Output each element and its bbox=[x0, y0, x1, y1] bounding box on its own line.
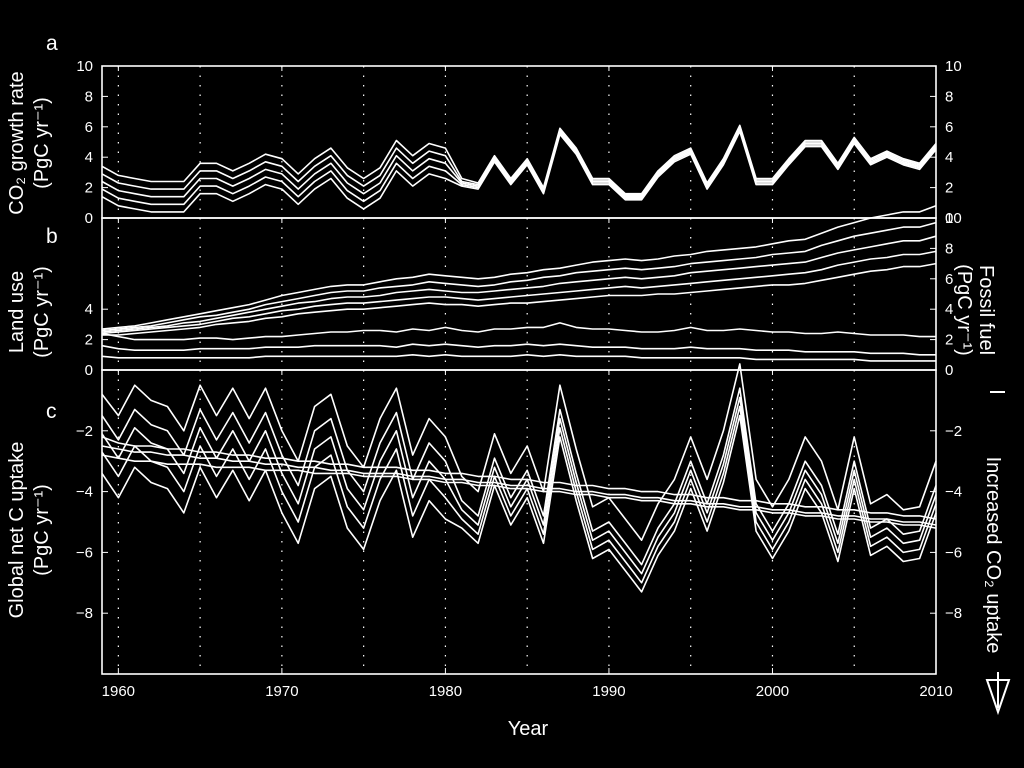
series-line-b-8 bbox=[101, 353, 936, 362]
series-line-a-3 bbox=[101, 127, 937, 198]
panel-a-letter: a bbox=[46, 32, 58, 55]
y-tick-label-10: 10 bbox=[945, 58, 962, 75]
panel-a-ylabel-line1: CO₂ growth rate bbox=[6, 71, 28, 214]
panel-c-ylabel-line1: Global net C uptake bbox=[6, 442, 28, 619]
y-tick-label-4: 4 bbox=[85, 301, 93, 318]
series-line-c-5 bbox=[101, 414, 937, 593]
series-line-c-3 bbox=[101, 396, 937, 575]
y-tick-label-0: 0 bbox=[945, 210, 953, 227]
series-line-b-7 bbox=[101, 343, 936, 356]
y-tick-label-8: 8 bbox=[85, 88, 93, 105]
series-line-c-7 bbox=[101, 445, 937, 526]
y-tick-label-−2: −2 bbox=[945, 423, 962, 440]
series-line-a-5 bbox=[101, 130, 937, 213]
series-line-b-6 bbox=[101, 322, 936, 341]
panel-frame-c bbox=[101, 369, 937, 675]
y-tick-label-−6: −6 bbox=[76, 544, 93, 561]
y-tick-label-10: 10 bbox=[76, 58, 93, 75]
y-tick-label-8: 8 bbox=[945, 88, 953, 105]
y-tick-label-2: 2 bbox=[945, 180, 953, 197]
y-tick-label-4: 4 bbox=[945, 301, 953, 318]
series-line-b-1 bbox=[101, 205, 937, 330]
y-tick-label-6: 6 bbox=[85, 119, 93, 136]
panel-frame-b bbox=[101, 217, 937, 371]
x-axis-title: Year bbox=[508, 718, 549, 740]
series-lines bbox=[101, 124, 937, 593]
y-tick-label-4: 4 bbox=[945, 149, 953, 166]
y-tick-label-−2: −2 bbox=[76, 423, 93, 440]
series-line-b-2 bbox=[101, 221, 937, 332]
series-line-c-6 bbox=[101, 436, 937, 520]
x-tick-label-2000: 2000 bbox=[756, 683, 789, 700]
y-tick-label-2: 2 bbox=[945, 332, 953, 349]
panel-b-right-ylabel-line1: Fossil fuel bbox=[975, 265, 997, 355]
y-tick-label-−4: −4 bbox=[76, 484, 93, 501]
panel-frames bbox=[101, 65, 937, 675]
series-line-b-5 bbox=[102, 262, 937, 336]
series-line-a-2 bbox=[101, 126, 937, 196]
panel-c-right-ylabel: Increased CO₂ uptake bbox=[982, 457, 1004, 654]
down-arrow-icon bbox=[985, 672, 1011, 716]
y-tick-label-6: 6 bbox=[945, 271, 953, 288]
series-line-c-8 bbox=[101, 454, 937, 529]
y-tick-label-−8: −8 bbox=[76, 605, 93, 622]
y-tick-label-−4: −4 bbox=[945, 484, 962, 501]
x-tick-label-2010: 2010 bbox=[919, 683, 952, 700]
y-tick-label-2: 2 bbox=[85, 180, 93, 197]
series-line-a-4 bbox=[101, 129, 937, 206]
tick-labels: 1960 1970 1980 1990 2000 20100246810024681002… bbox=[76, 58, 962, 700]
x-tick-label-1960: 1960 bbox=[102, 683, 135, 700]
series-line-c-4 bbox=[101, 405, 937, 584]
panel-b-letter: b bbox=[46, 225, 58, 248]
y-tick-label-0: 0 bbox=[85, 210, 93, 227]
y-tick-label-0: 0 bbox=[85, 362, 93, 379]
panel-b-right-ylabel-line2: (PgC yr⁻¹) bbox=[953, 264, 975, 356]
series-line-c-2 bbox=[101, 387, 937, 566]
series-line-c-1 bbox=[101, 363, 937, 542]
panel-a-ylabel-line2: (PgC yr⁻¹) bbox=[31, 97, 53, 189]
series-line-b-4 bbox=[101, 250, 937, 335]
y-tick-label-0: 0 bbox=[945, 362, 953, 379]
panel-c-ylabel-line2: (PgC yr⁻¹) bbox=[31, 484, 53, 576]
x-tick-label-1980: 1980 bbox=[429, 683, 462, 700]
series-line-b-3 bbox=[101, 235, 937, 333]
y-tick-label-6: 6 bbox=[945, 119, 953, 136]
y-tick-label-10: 10 bbox=[945, 210, 962, 227]
panel-b-ylabel-line2: (PgC yr⁻¹) bbox=[31, 266, 53, 358]
y-tick-label-−8: −8 bbox=[945, 605, 962, 622]
y-tick-label-2: 2 bbox=[85, 332, 93, 349]
x-tick-label-1990: 1990 bbox=[592, 683, 625, 700]
x-tick-label-1970: 1970 bbox=[265, 683, 298, 700]
y-tick-label-4: 4 bbox=[85, 149, 93, 166]
series-line-a-1 bbox=[101, 124, 937, 195]
y-tick-label-8: 8 bbox=[945, 240, 953, 257]
panel-b-ylabel-line1: Land use bbox=[6, 271, 28, 353]
panel-c-letter: c bbox=[46, 400, 57, 423]
y-tick-label-−6: −6 bbox=[945, 544, 962, 561]
